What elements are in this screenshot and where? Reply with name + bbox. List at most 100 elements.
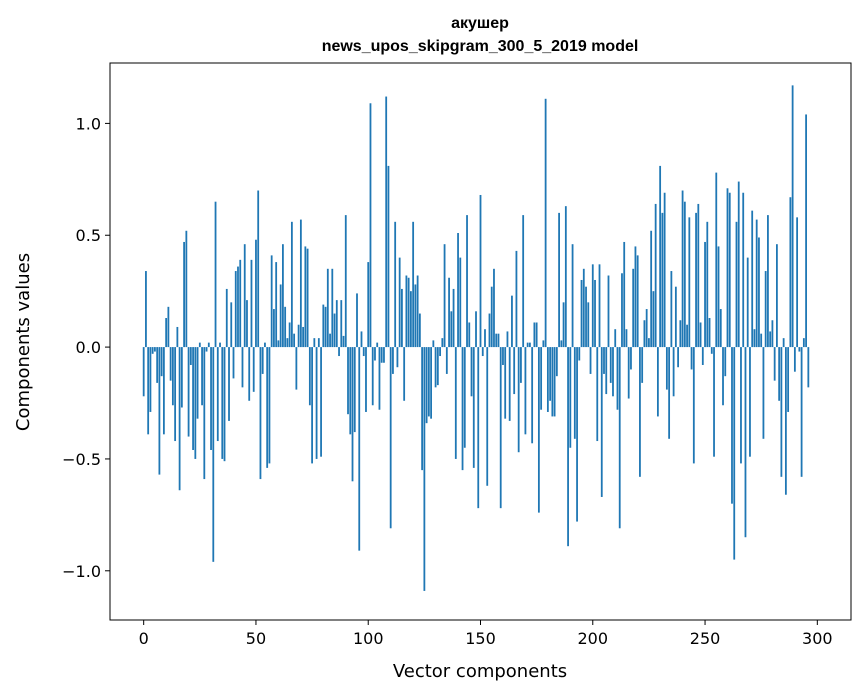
bar	[580, 279, 583, 348]
bar	[151, 347, 154, 354]
bar	[308, 347, 311, 406]
bar	[798, 347, 801, 352]
bar	[796, 217, 799, 348]
bar	[549, 347, 552, 401]
bar	[717, 246, 720, 348]
bar	[324, 306, 327, 348]
bar	[445, 347, 448, 374]
bar	[470, 347, 473, 397]
bar	[322, 304, 325, 348]
bar	[479, 194, 482, 348]
bar	[533, 322, 536, 348]
bar	[625, 329, 628, 348]
bar	[149, 347, 152, 412]
bar	[165, 318, 168, 348]
bar	[311, 347, 313, 464]
bar	[564, 206, 567, 348]
bar	[690, 347, 693, 370]
bar	[749, 347, 751, 457]
bar	[758, 237, 760, 348]
bar	[733, 347, 736, 560]
bar	[780, 347, 783, 477]
bar	[641, 347, 644, 383]
bar	[497, 333, 500, 348]
bar	[210, 347, 212, 450]
bar	[403, 347, 406, 401]
bar	[329, 333, 331, 348]
bar	[162, 347, 165, 435]
bar	[529, 342, 531, 348]
bar	[297, 324, 300, 348]
bar	[656, 347, 659, 417]
bar	[317, 338, 320, 348]
bar	[668, 347, 671, 439]
bar	[535, 322, 538, 348]
bar	[353, 347, 356, 433]
bar	[800, 347, 803, 477]
bar	[802, 338, 805, 348]
bar	[194, 347, 197, 459]
bar	[203, 347, 206, 480]
bar	[701, 347, 704, 365]
bar	[230, 302, 233, 348]
bar	[571, 244, 574, 348]
y-tick-label: −1.0	[62, 562, 101, 581]
bar	[196, 347, 199, 419]
bar	[434, 347, 437, 388]
bar	[522, 215, 525, 348]
bar	[214, 201, 217, 348]
bar	[237, 266, 239, 348]
bar-series	[142, 85, 810, 591]
y-tick-label: 0.0	[76, 338, 101, 357]
bar	[645, 309, 648, 348]
bar	[639, 347, 641, 477]
bar	[562, 302, 565, 348]
bar	[374, 347, 376, 361]
bar	[784, 347, 787, 495]
bar	[764, 271, 767, 348]
bar	[212, 347, 215, 562]
bar	[623, 241, 626, 348]
bar	[365, 347, 367, 412]
bar	[461, 347, 464, 471]
bar	[728, 192, 731, 348]
bar	[333, 313, 336, 348]
bar	[205, 347, 208, 352]
bar	[526, 342, 529, 348]
x-tick-label: 250	[690, 629, 721, 648]
bar	[376, 342, 379, 348]
bar	[167, 306, 170, 348]
y-tick-label: −0.5	[62, 450, 101, 469]
bar	[670, 271, 673, 348]
bar	[704, 241, 706, 348]
bar	[472, 347, 475, 468]
bar	[517, 347, 520, 453]
bar	[787, 347, 790, 412]
bar	[713, 347, 715, 457]
bar	[257, 190, 260, 348]
bar	[555, 347, 558, 377]
bar	[335, 300, 338, 348]
bar	[405, 275, 408, 348]
bar	[264, 342, 266, 348]
bar	[715, 172, 718, 348]
bar	[661, 212, 664, 348]
bar	[650, 230, 653, 348]
bar	[369, 103, 372, 348]
bar	[340, 300, 343, 348]
bar	[273, 309, 275, 348]
bar	[414, 284, 417, 348]
bar	[315, 347, 318, 459]
bar	[789, 197, 792, 348]
bar	[378, 347, 381, 410]
x-tick-label: 150	[465, 629, 496, 648]
bar	[499, 347, 502, 509]
bar	[261, 347, 264, 374]
bar	[454, 347, 457, 459]
bar	[544, 98, 547, 348]
bar	[216, 347, 219, 442]
bar	[443, 244, 446, 348]
x-tick-label: 300	[802, 629, 833, 648]
bar	[239, 259, 242, 348]
bar	[360, 331, 363, 348]
